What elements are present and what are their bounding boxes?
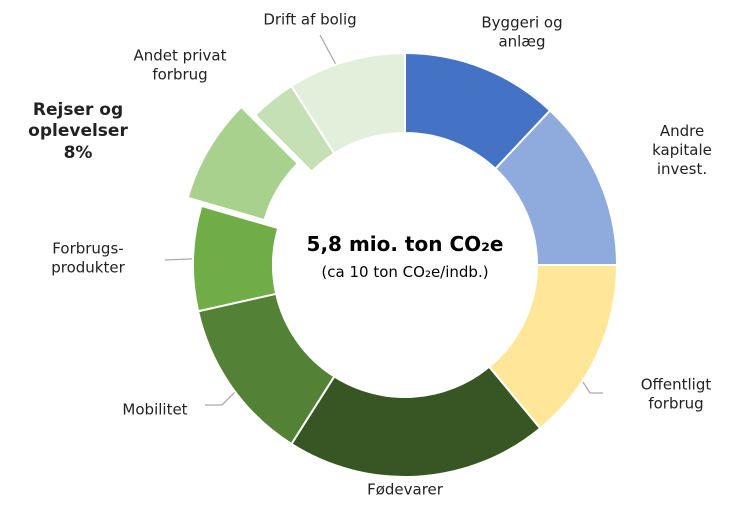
donut-segment (290, 51, 406, 155)
segment-label: Fødevarer (367, 481, 443, 500)
category-label: Andet privat forbrug (133, 46, 227, 83)
center-subtitle: (ca 10 ton CO₂e/indb.) (321, 263, 489, 281)
category-label: Andre kapitale invest. (652, 121, 712, 178)
segment-label: Andre kapitale invest. (649, 122, 715, 178)
segment-label: Mobilitet (122, 401, 187, 420)
segment-label: Byggeri og anlæg (481, 13, 562, 51)
category-label: Forbrugs- produkter (51, 239, 125, 276)
category-label: Offentligt forbrug (640, 375, 712, 412)
segment-label: Forbrugs- produkter (51, 239, 125, 277)
category-label: Rejser og oplevelser (28, 100, 128, 142)
donut-segment (192, 204, 280, 313)
value-label: 8% (63, 142, 93, 163)
segment-label: Rejser og oplevelser 8% (28, 100, 128, 164)
donut-segment (186, 105, 300, 222)
segment-label: Andet privat forbrug (134, 46, 227, 84)
category-label: Byggeri og anlæg (481, 13, 563, 50)
center-title: 5,8 mio. ton CO₂e (306, 232, 504, 256)
category-label: Fødevarer (367, 480, 443, 499)
category-label: Drift af bolig (263, 10, 357, 29)
segment-label: Drift af bolig (263, 11, 356, 30)
segment-label: Offentligt forbrug (641, 375, 712, 413)
category-label: Mobilitet (122, 400, 188, 419)
